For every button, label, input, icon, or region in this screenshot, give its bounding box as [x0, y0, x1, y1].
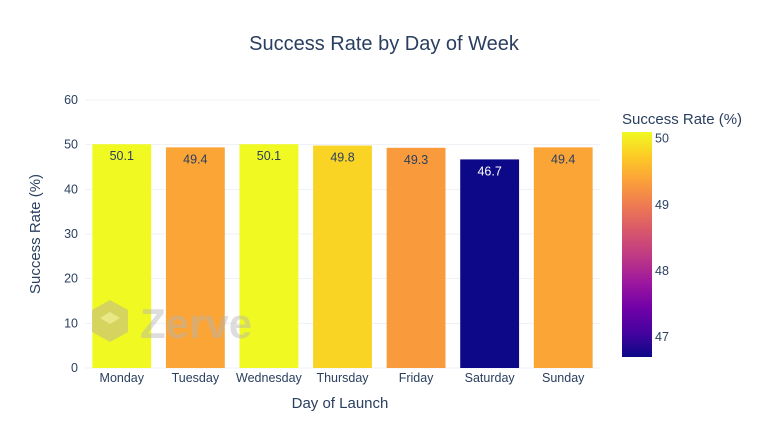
y-tick-label: 30	[64, 227, 78, 241]
bar-data-label: 49.8	[330, 151, 354, 165]
colorbar-tick-label: 49	[655, 198, 669, 212]
bar-tuesday	[165, 147, 225, 368]
bar-data-label: 46.7	[477, 164, 501, 178]
x-tick-label: Thursday	[316, 371, 369, 385]
bar-data-label: 50.1	[257, 149, 281, 163]
x-tick-label: Saturday	[465, 371, 516, 385]
colorbar	[622, 132, 652, 357]
bar-data-label: 49.4	[551, 152, 575, 166]
colorbar-tick-label: 48	[655, 264, 669, 278]
y-tick-label: 20	[64, 272, 78, 286]
x-tick-label: Sunday	[542, 371, 585, 385]
x-axis-ticks: Monday Tuesday Wednesday Thursday Friday Satu…	[100, 371, 586, 385]
x-axis-title: Day of Launch	[292, 395, 389, 412]
bars	[92, 144, 593, 368]
bar-thursday	[313, 145, 372, 368]
bar-data-label: 49.3	[404, 153, 428, 167]
x-tick-label: Tuesday	[172, 371, 220, 385]
y-axis-ticks: 0 10 20 30 40 50 60	[64, 93, 78, 375]
y-tick-label: 40	[64, 182, 78, 196]
colorbar-tick-label: 50	[655, 132, 669, 146]
x-tick-label: Wednesday	[236, 371, 303, 385]
watermark-text: Zerve	[140, 300, 252, 347]
x-tick-label: Friday	[399, 371, 434, 385]
y-tick-label: 60	[64, 93, 78, 107]
y-tick-label: 10	[64, 316, 78, 330]
y-tick-label: 50	[64, 138, 78, 152]
x-tick-label: Monday	[100, 371, 145, 385]
bar-sunday	[533, 147, 593, 368]
bar-data-label: 50.1	[110, 149, 134, 163]
bar-friday	[386, 147, 446, 368]
colorbar-title: Success Rate (%)	[622, 111, 742, 128]
chart-title: Success Rate by Day of Week	[249, 33, 520, 55]
bar-data-label: 49.4	[183, 152, 207, 166]
watermark: Zerve	[92, 300, 252, 347]
colorbar-ticks: 47 48 49 50	[655, 132, 669, 345]
y-axis-title: Success Rate (%)	[27, 174, 44, 294]
bar-labels: 50.1 49.4 50.1 49.8 49.3 46.7 49.4	[110, 149, 576, 178]
y-tick-label: 0	[71, 361, 78, 375]
zerve-logo-inner-icon	[100, 312, 120, 324]
bar-wednesday	[239, 144, 299, 368]
colorbar-tick-label: 47	[655, 330, 669, 344]
bar-saturday	[460, 159, 520, 368]
